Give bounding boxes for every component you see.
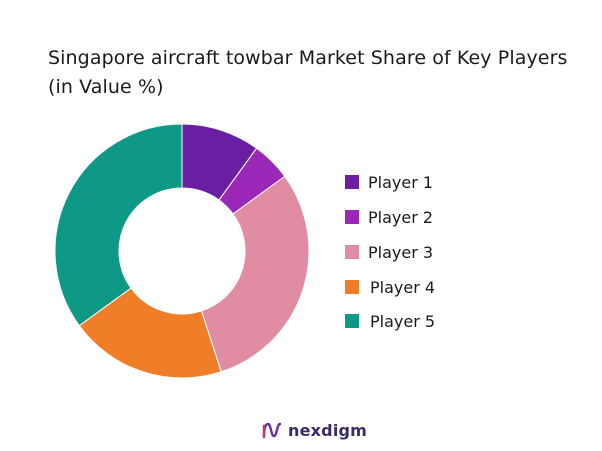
donut-slice-3 [200, 175, 310, 373]
legend-label: Player 4 [370, 277, 436, 297]
legend-swatch [345, 245, 359, 259]
nexdigm-logo-icon [262, 422, 282, 439]
legend-label: Player 5 [370, 311, 436, 331]
legend-label: Player 3 [368, 242, 434, 262]
legend-label: Player 2 [368, 207, 434, 227]
legend-label: Player 1 [368, 172, 434, 192]
donut-slice-4 [78, 287, 222, 379]
donut-slices [54, 123, 310, 379]
donut-slice-5 [54, 123, 183, 327]
brand-name: nexdigm [288, 420, 368, 440]
legend-item-4: Player 4 [345, 275, 435, 299]
legend-swatch [345, 210, 359, 224]
chart-title: Singapore aircraft towbar Market Share o… [48, 47, 568, 98]
legend-swatch [345, 314, 359, 328]
legend-item-1: Player 1 [345, 170, 433, 194]
legend-swatch [345, 175, 359, 189]
legend-item-3: Player 3 [345, 240, 433, 264]
legend-item-2: Player 2 [345, 205, 433, 229]
brand-footer: nexdigm [261, 420, 367, 440]
legend-item-5: Player 5 [345, 309, 435, 333]
legend-swatch [345, 280, 359, 294]
